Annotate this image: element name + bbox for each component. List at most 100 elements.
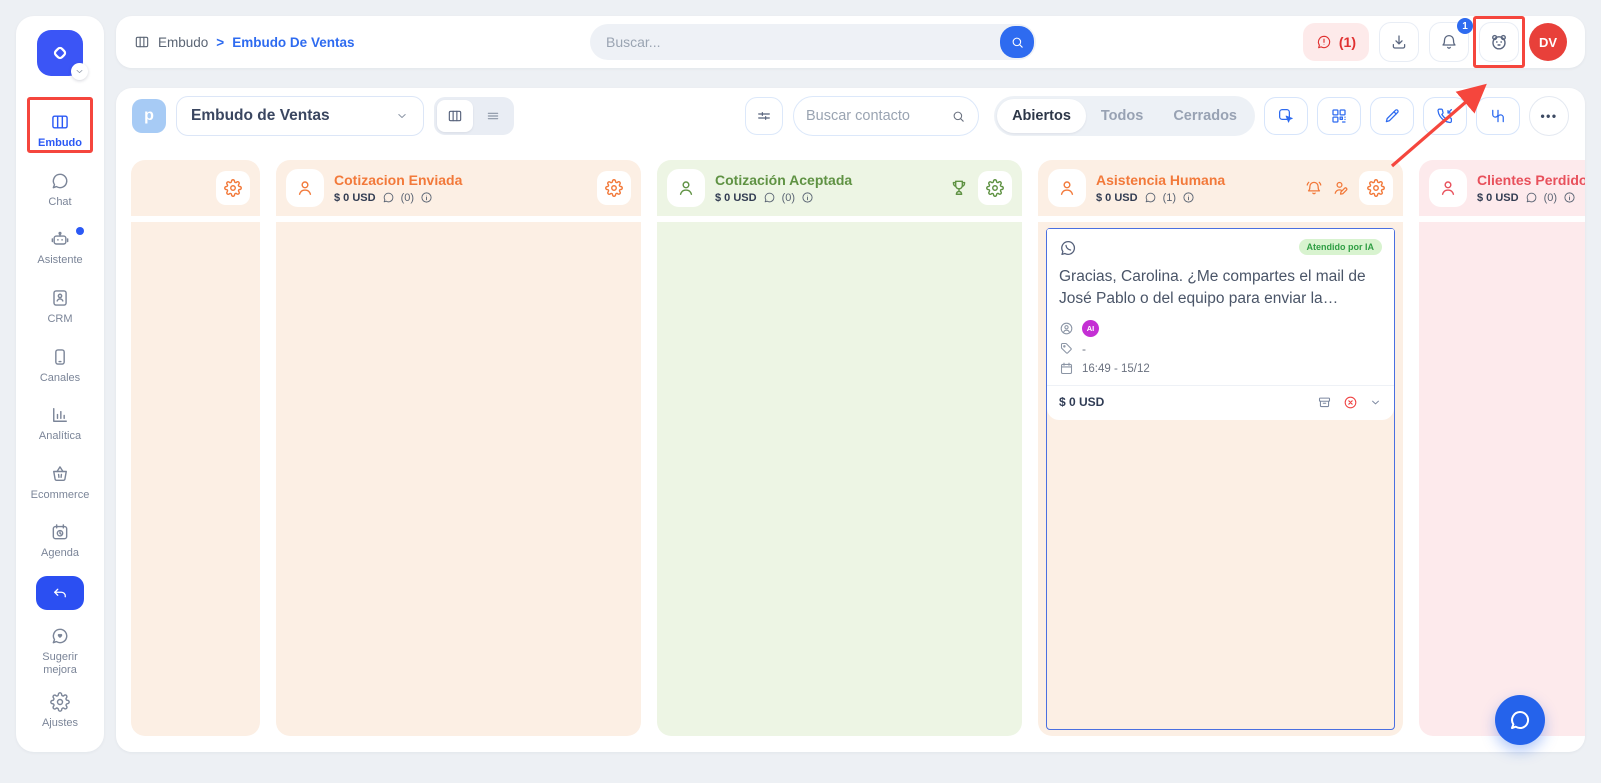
person-icon — [667, 169, 705, 207]
sidebar-item-label: Agenda — [41, 547, 79, 560]
panda-assistant-button[interactable] — [1479, 22, 1519, 62]
ai-agent-chip: AI — [1082, 320, 1099, 338]
card-schedule: 16:49 - 15/12 — [1082, 362, 1150, 375]
sidebar-item-sugerir-mejora[interactable]: Sugerir mejora — [16, 618, 104, 684]
contact-icon — [1059, 321, 1074, 336]
speech-count-icon — [1144, 191, 1157, 204]
funnel-select-value: Embudo de Ventas — [191, 107, 330, 124]
alerts-pill-button[interactable]: (1) — [1302, 23, 1369, 61]
qr-button[interactable] — [1317, 97, 1361, 135]
column-header-divider — [1419, 216, 1585, 222]
funnel-select[interactable]: Embudo de Ventas — [176, 96, 424, 136]
person-icon — [1429, 169, 1467, 207]
sidebar-item-analitica[interactable]: Analítica — [16, 397, 104, 451]
settings-gear-icon — [50, 692, 70, 712]
undo-button[interactable] — [36, 576, 84, 611]
sidebar-item-crm[interactable]: CRM — [16, 280, 104, 334]
archive-icon[interactable] — [1317, 395, 1332, 410]
view-list-button[interactable] — [475, 100, 511, 132]
column-header: Asistencia Humana $ 0 USD (1) — [1038, 160, 1403, 216]
column-chat-count: (0) — [400, 191, 415, 204]
speech-count-icon — [763, 191, 776, 204]
view-columns-button[interactable] — [437, 100, 473, 132]
chevron-down-icon[interactable] — [1369, 396, 1382, 409]
download-button[interactable] — [1379, 22, 1419, 62]
user-avatar[interactable]: DV — [1529, 23, 1567, 61]
person-edit-icon[interactable] — [1332, 179, 1350, 197]
info-icon[interactable] — [420, 191, 433, 204]
sidebar-item-asistente[interactable]: Asistente — [16, 221, 104, 275]
app-logo[interactable] — [37, 30, 88, 80]
trophy-icon[interactable] — [949, 178, 969, 198]
column-settings-button[interactable] — [1359, 171, 1393, 205]
status-filter-tabs: Abiertos Todos Cerrados — [994, 96, 1255, 136]
global-search-button[interactable] — [1000, 26, 1034, 58]
incoming-call-button[interactable] — [1423, 97, 1467, 135]
workspace-chevron-down-icon[interactable] — [71, 63, 88, 80]
column-title: Cotización Aceptada — [715, 172, 853, 188]
edit-button[interactable] — [1370, 97, 1414, 135]
column-stats: $ 0 USD (0) — [1477, 191, 1585, 204]
sidebar-item-chat[interactable]: Chat — [16, 163, 104, 217]
integrations-button[interactable] — [1476, 97, 1520, 135]
sidebar-item-ajustes[interactable]: Ajustes — [16, 684, 104, 738]
column-amount: $ 0 USD — [1096, 191, 1138, 204]
notifications-button[interactable]: 1 — [1429, 18, 1473, 62]
global-search-input[interactable] — [590, 24, 1000, 60]
select-cursor-icon — [1277, 107, 1295, 125]
more-options-button[interactable]: ••• — [1529, 96, 1569, 136]
kanban-column-cotizacion-aceptada: Cotización Aceptada $ 0 USD (0) — [657, 160, 1022, 736]
settings-gear-icon — [1367, 179, 1385, 197]
tab-cerrados[interactable]: Cerrados — [1158, 99, 1252, 133]
info-icon[interactable] — [1182, 191, 1195, 204]
breadcrumb-current[interactable]: Embudo De Ventas — [232, 34, 355, 50]
kanban-column-cotizacion-enviada: Cotizacion Enviada $ 0 USD (0) — [276, 160, 641, 736]
settings-gear-icon — [605, 179, 623, 197]
speech-count-icon — [382, 191, 395, 204]
column-settings-button[interactable] — [978, 171, 1012, 205]
bell-icon — [1440, 33, 1458, 51]
topbar-actions: (1) 1 DV — [1302, 18, 1567, 62]
sidebar-item-canales[interactable]: Canales — [16, 339, 104, 393]
crm-book-icon — [50, 288, 70, 308]
sidebar-item-label: Analítica — [38, 430, 82, 443]
column-header-divider — [1038, 216, 1403, 222]
circle-x-icon[interactable] — [1343, 395, 1358, 410]
funnel-owner-badge[interactable]: p — [132, 99, 166, 133]
sidebar-item-label: Chat — [48, 195, 72, 208]
bell-ring-icon[interactable] — [1305, 179, 1323, 197]
breadcrumb-root[interactable]: Embudo — [158, 34, 209, 50]
support-chat-fab[interactable] — [1495, 695, 1545, 745]
alert-bubble-icon — [1316, 34, 1332, 50]
settings-gear-icon — [224, 179, 242, 197]
column-settings-button[interactable] — [597, 171, 631, 205]
panda-icon — [1489, 32, 1509, 52]
filters-button[interactable] — [745, 97, 783, 135]
info-icon[interactable] — [1563, 191, 1576, 204]
tab-todos[interactable]: Todos — [1086, 99, 1158, 133]
contact-search-input[interactable] — [806, 108, 945, 124]
kanban-board: Cotizacion Enviada $ 0 USD (0) — [116, 160, 1585, 736]
column-header: Cotizacion Enviada $ 0 USD (0) — [276, 160, 641, 216]
sidebar-item-agenda[interactable]: Agenda — [16, 514, 104, 568]
analytics-chart-icon — [50, 405, 70, 425]
suggest-bubble-heart-icon — [50, 626, 70, 646]
sidebar-item-label: Ecommerce — [30, 488, 90, 501]
column-settings-button[interactable] — [216, 171, 250, 205]
lead-card[interactable]: Atendido por IA Gracias, Carolina. ¿Me c… — [1047, 229, 1394, 420]
card-drop-zone: Atendido por IA Gracias, Carolina. ¿Me c… — [1046, 228, 1395, 730]
column-title: Asistencia Humana — [1096, 172, 1226, 188]
contact-search — [793, 96, 979, 136]
sidebar-item-label: Sugerir mejora — [42, 651, 78, 676]
column-header: Cotización Aceptada $ 0 USD (0) — [657, 160, 1022, 216]
card-tag-value: - — [1082, 341, 1086, 356]
sidebar-item-ecommerce[interactable]: Ecommerce — [16, 456, 104, 510]
tab-abiertos[interactable]: Abiertos — [997, 99, 1086, 133]
chevron-down-icon — [395, 109, 409, 123]
sidebar-item-embudo[interactable]: Embudo — [16, 104, 104, 158]
funnel-toolbar: p Embudo de Ventas Abiertos — [116, 88, 1585, 136]
select-mode-button[interactable] — [1264, 97, 1308, 135]
column-amount: $ 0 USD — [715, 191, 757, 204]
kanban-column-partial — [131, 160, 260, 736]
info-icon[interactable] — [801, 191, 814, 204]
